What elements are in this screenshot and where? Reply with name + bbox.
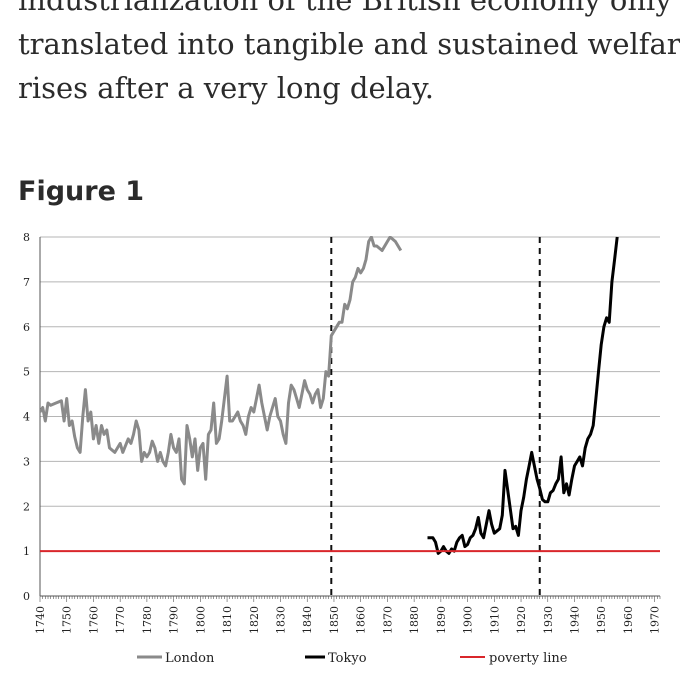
x-tick-label: 1790 bbox=[168, 606, 181, 634]
x-tick-label: 1950 bbox=[595, 606, 608, 634]
x-tick-label: 1890 bbox=[435, 606, 448, 634]
line-chart: 0 1 2 3 4 5 6 7 8 1740 1750 1760 1770 1780 1790 1800 181… bbox=[23, 231, 662, 666]
x-tick-label: 1770 bbox=[114, 606, 127, 634]
y-tick-label: 8 bbox=[23, 231, 30, 244]
series-lines bbox=[40, 236, 660, 555]
x-tick-label: 1970 bbox=[649, 606, 662, 634]
x-tick-label: 1900 bbox=[462, 606, 475, 634]
gridlines bbox=[40, 236, 660, 552]
x-tick-label: 1910 bbox=[488, 606, 501, 634]
x-tick-label: 1810 bbox=[221, 606, 234, 634]
y-tick-label: 4 bbox=[23, 411, 30, 424]
y-tick-label: 1 bbox=[23, 545, 30, 558]
y-tick-label: 2 bbox=[23, 500, 30, 513]
x-tick-label: 1760 bbox=[87, 606, 100, 634]
x-tick-label: 1780 bbox=[141, 606, 154, 634]
era-dividers bbox=[330, 237, 541, 596]
x-tick-label: 1870 bbox=[381, 606, 394, 634]
article-line-2: translated into tangible and sustained w… bbox=[18, 27, 680, 61]
y-tick-label: 7 bbox=[23, 276, 30, 289]
x-tick-label: 1840 bbox=[301, 606, 314, 634]
x-tick-label: 1880 bbox=[408, 606, 421, 634]
x-tick-label: 1800 bbox=[194, 606, 207, 634]
x-tick-label: 1920 bbox=[515, 606, 528, 634]
y-tick-label: 0 bbox=[23, 590, 30, 603]
x-tick-label: 1930 bbox=[542, 606, 555, 634]
x-tick-label: 1830 bbox=[275, 606, 288, 634]
legend-label: Tokyo bbox=[328, 651, 367, 666]
article-line-3: rises after a very long delay. bbox=[18, 71, 434, 105]
x-tick-label: 1740 bbox=[34, 606, 47, 634]
legend-label: poverty line bbox=[489, 651, 568, 666]
figure-title: Figure 1 bbox=[18, 176, 145, 207]
article-paragraph: industrialization of the British economy… bbox=[18, 0, 680, 110]
x-tick-label: 1940 bbox=[568, 606, 581, 634]
x-tick-label: 1850 bbox=[328, 606, 341, 634]
legend-label: London bbox=[165, 651, 215, 666]
y-tick-label: 5 bbox=[23, 366, 30, 379]
series-line-tokyo bbox=[427, 236, 619, 555]
axes: 0 1 2 3 4 5 6 7 8 1740 1750 1760 1770 1780 1790 1800 181… bbox=[23, 231, 662, 634]
x-tick-label: 1750 bbox=[61, 606, 74, 634]
legend: London Tokyo poverty line bbox=[137, 651, 568, 666]
x-tick-label: 1820 bbox=[248, 606, 261, 634]
y-tick-label: 6 bbox=[23, 321, 30, 334]
x-tick-label: 1860 bbox=[355, 606, 368, 634]
x-tick-label: 1960 bbox=[622, 606, 635, 634]
article-line-1: industrialization of the British economy… bbox=[18, 0, 672, 17]
series-line-london bbox=[40, 236, 403, 486]
y-tick-label: 3 bbox=[23, 455, 30, 468]
